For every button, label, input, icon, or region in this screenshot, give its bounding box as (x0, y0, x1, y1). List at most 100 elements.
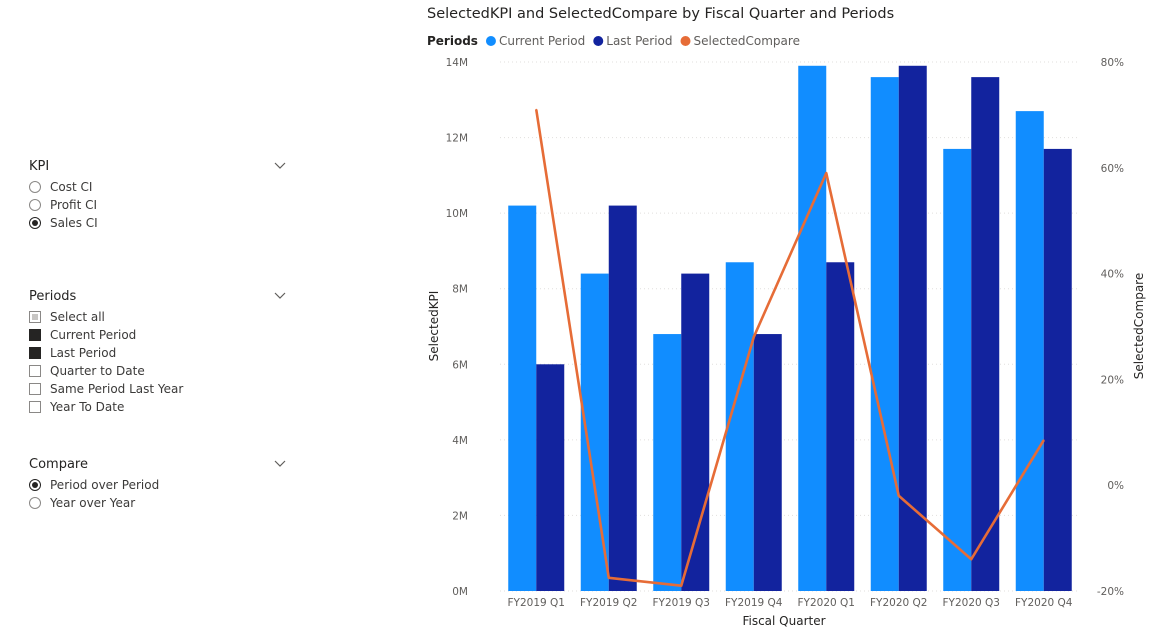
legend-item-last-period[interactable]: Last Period (593, 34, 673, 48)
legend-title: Periods (427, 34, 478, 48)
bar-current-period[interactable] (798, 65, 827, 592)
legend-item-selectedcompare[interactable]: SelectedCompare (680, 34, 800, 48)
y-tick-label: 12M (446, 133, 468, 145)
option-label: Current Period (50, 328, 137, 342)
periods-option-year-to-date[interactable]: Year To Date (29, 398, 291, 416)
chevron-down-icon[interactable] (273, 456, 287, 470)
y-axis-title: SelectedKPI (427, 291, 441, 362)
periods-option-last-period[interactable]: Last Period (29, 344, 291, 362)
checkbox[interactable] (29, 383, 41, 395)
x-tick-label: FY2019 Q2 (580, 597, 637, 609)
kpi-option-sales-ci[interactable]: Sales CI (29, 214, 291, 232)
compare-slicer-header: Compare (29, 456, 291, 476)
legend-label: SelectedCompare (694, 34, 800, 48)
line-point[interactable] (752, 336, 755, 338)
kpi-slicer-header: KPI (29, 158, 291, 178)
compare-option-period-over-period[interactable]: Period over Period (29, 476, 291, 494)
chevron-down-icon[interactable] (273, 288, 287, 302)
bar-current-period[interactable] (1015, 111, 1044, 591)
periods-option-quarter-to-date[interactable]: Quarter to Date (29, 362, 291, 380)
bar-current-period[interactable] (653, 334, 682, 591)
y2-axis-title: SelectedCompare (1132, 273, 1146, 379)
option-label: Period over Period (50, 478, 160, 492)
compare-option-year-over-year[interactable]: Year over Year (29, 494, 291, 512)
line-point[interactable] (897, 494, 900, 497)
legend-marker (680, 36, 691, 46)
checkbox-checked[interactable] (29, 347, 41, 359)
legend-label: Current Period (499, 34, 585, 48)
x-tick-label: FY2020 Q4 (1015, 597, 1073, 609)
line-point[interactable] (607, 576, 610, 579)
checkbox[interactable] (29, 401, 41, 413)
bar-last-period[interactable] (826, 262, 855, 591)
kpi-option-cost-ci[interactable]: Cost CI (29, 178, 291, 196)
kpi-option-profit-ci[interactable]: Profit CI (29, 196, 291, 214)
compare-line (534, 108, 1045, 588)
y-axis-ticks: 0M 2M 4M 6M 8M 10M 12M 14M (446, 57, 468, 598)
option-label: Select all (50, 310, 105, 324)
radio-button[interactable] (29, 199, 41, 211)
option-label: Quarter to Date (50, 364, 145, 378)
x-axis-title: Fiscal Quarter (742, 614, 825, 628)
periods-option-current-period[interactable]: Current Period (29, 326, 291, 344)
chart-title: SelectedKPI and SelectedCompare by Fisca… (427, 6, 894, 22)
y2-tick-label: 80% (1101, 57, 1124, 69)
y2-tick-label: -20% (1097, 586, 1124, 598)
option-label: Profit CI (50, 198, 98, 212)
periods-slicer-header: Periods (29, 288, 291, 308)
kpi-slicer-title: KPI (29, 159, 50, 174)
x-tick-label: FY2020 Q1 (798, 597, 855, 609)
radio-button-selected[interactable] (29, 217, 41, 229)
radio-button[interactable] (29, 497, 41, 509)
y-tick-label: 2M (452, 510, 468, 522)
line-point[interactable] (680, 584, 683, 587)
legend-label: Last Period (606, 34, 672, 48)
legend-item-current-period[interactable]: Current Period (485, 34, 585, 48)
periods-option-same-period-last-year[interactable]: Same Period Last Year (29, 380, 291, 398)
legend-marker (593, 36, 604, 46)
y-tick-label: 10M (446, 208, 468, 220)
bar-last-period[interactable] (608, 205, 637, 592)
line-point[interactable] (1042, 439, 1045, 442)
bar-current-period[interactable] (943, 148, 972, 591)
x-tick-label: FY2020 Q2 (870, 597, 927, 609)
compare-slicer-title: Compare (29, 457, 88, 472)
y-tick-label: 14M (446, 57, 468, 69)
bar-current-period[interactable] (508, 205, 537, 592)
bar-last-period[interactable] (1043, 148, 1072, 591)
bar-last-period[interactable] (536, 364, 565, 591)
line-point[interactable] (825, 172, 828, 174)
bar-last-period[interactable] (971, 77, 1000, 592)
chevron-down-icon[interactable] (273, 158, 287, 172)
line-point[interactable] (535, 108, 538, 111)
option-label: Year over Year (50, 496, 136, 510)
y-tick-label: 0M (452, 586, 468, 598)
bar-last-period[interactable] (681, 273, 710, 591)
x-tick-label: FY2019 Q3 (653, 597, 710, 609)
periods-option-select-all[interactable]: Select all (29, 308, 291, 326)
x-tick-label: FY2019 Q4 (725, 597, 783, 609)
radio-button-selected[interactable] (29, 479, 41, 491)
bar-last-period[interactable] (753, 334, 782, 591)
option-label: Last Period (50, 346, 117, 360)
x-tick-label: FY2020 Q3 (943, 597, 1000, 609)
bar-current-period[interactable] (725, 262, 754, 591)
bar-current-period[interactable] (870, 77, 899, 592)
y-tick-label: 8M (452, 284, 468, 296)
checkbox-partial[interactable] (29, 311, 41, 323)
line-selectedcompare[interactable] (534, 109, 1045, 588)
kpi-slicer: KPI Cost CI Profit CI Sales CI (29, 158, 291, 232)
chart-legend: Periods Current Period Last Period Selecte… (427, 34, 800, 48)
y2-tick-label: 40% (1101, 269, 1124, 281)
compare-slicer: Compare Period over Period Year over Yea… (29, 456, 291, 512)
option-label: Year To Date (50, 400, 125, 414)
periods-slicer-title: Periods (29, 289, 77, 304)
x-tick-label: FY2019 Q1 (508, 597, 565, 609)
option-label: Sales CI (50, 216, 98, 230)
checkbox[interactable] (29, 365, 41, 377)
y2-tick-label: 20% (1101, 374, 1124, 386)
radio-button[interactable] (29, 181, 41, 193)
bar-last-period[interactable] (898, 65, 927, 592)
checkbox-checked[interactable] (29, 329, 41, 341)
line-point[interactable] (970, 558, 973, 561)
